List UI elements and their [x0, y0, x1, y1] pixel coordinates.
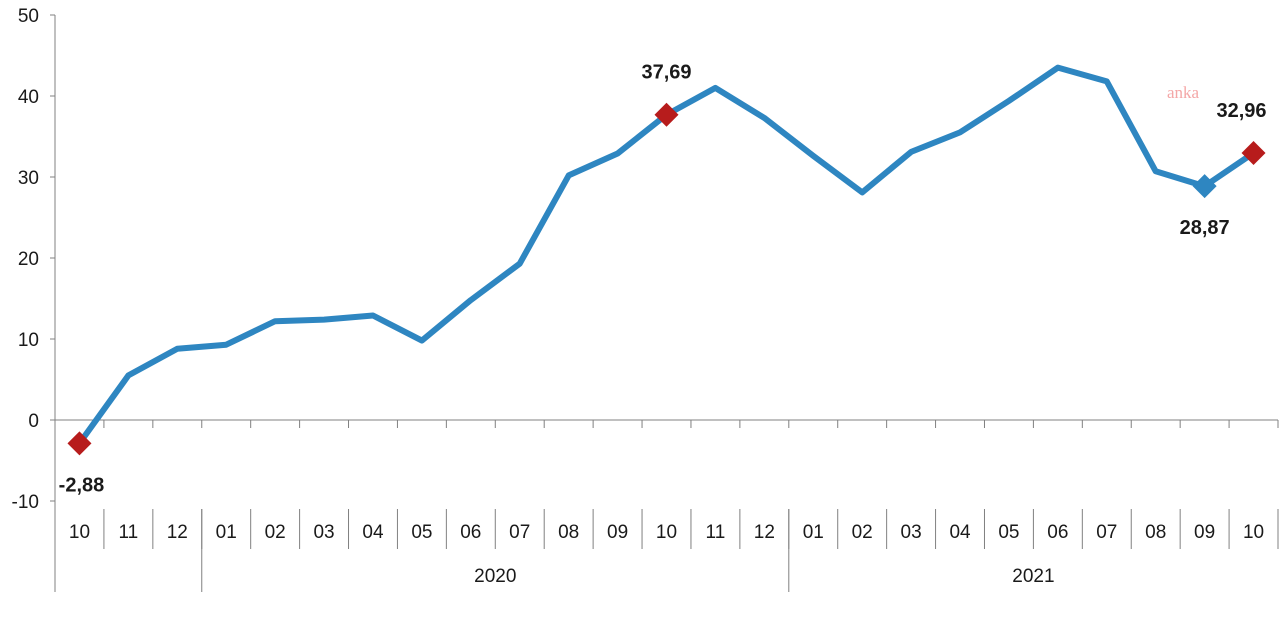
x-tick-label: 09 [1194, 522, 1215, 543]
x-tick-label: 07 [1096, 522, 1117, 543]
x-tick-label: 02 [265, 522, 286, 543]
y-tick-label: 30 [18, 168, 39, 189]
x-tick-label: 04 [949, 522, 971, 543]
data-point-marker [654, 102, 679, 127]
watermark: anka [1167, 83, 1200, 102]
x-tick-label: 08 [558, 522, 579, 543]
x-tick-label: 02 [852, 522, 873, 543]
y-axis: -10 0 10 20 30 40 50 [12, 6, 56, 592]
data-point-marker [67, 431, 92, 456]
x-tick-label: 07 [509, 522, 530, 543]
x-tick-label: 10 [69, 522, 90, 543]
data-label: 37,69 [641, 62, 691, 84]
x-tick-label: 12 [167, 522, 188, 543]
data-point-marker [1241, 141, 1266, 166]
x-tick-label: 10 [1243, 522, 1264, 543]
data-label: 32,96 [1217, 100, 1267, 122]
y-tick-label: 40 [18, 87, 39, 108]
x-tick-label: 01 [216, 522, 237, 543]
x-tick-label: 01 [803, 522, 824, 543]
markers-layer [67, 102, 1266, 456]
y-tick-label: -10 [12, 492, 39, 513]
data-label: -2,88 [59, 474, 105, 496]
x-tick-label: 11 [119, 522, 139, 543]
year-label: 2020 [474, 566, 516, 587]
y-tick-label: 10 [18, 330, 39, 351]
data-point-marker [1192, 174, 1217, 199]
x-tick-label: 08 [1145, 522, 1166, 543]
x-axis: 10 11 12 01 02 03 04 05 06 07 08 09 10 11 12 01 02 03 04 05… [54, 419, 1279, 592]
x-tick-label: 12 [754, 522, 775, 543]
x-tick-label: 10 [656, 522, 677, 543]
year-label: 2021 [1012, 566, 1054, 587]
x-tick-label: 11 [706, 522, 726, 543]
x-tick-label: 04 [362, 522, 384, 543]
x-tick-label: 03 [313, 522, 334, 543]
x-tick-label: 09 [607, 522, 628, 543]
data-label: 28,87 [1180, 217, 1230, 239]
y-tick-label: 50 [18, 6, 39, 27]
x-tick-label: 06 [1047, 522, 1068, 543]
y-tick-label: 20 [18, 249, 39, 270]
x-tick-label: 05 [411, 522, 432, 543]
x-tick-label: 03 [901, 522, 922, 543]
labels-layer: -2,88 37,69 28,87 32,96 [59, 62, 1267, 497]
x-tick-label: 06 [460, 522, 481, 543]
x-tick-label: 05 [998, 522, 1019, 543]
y-tick-label: 0 [28, 411, 39, 432]
